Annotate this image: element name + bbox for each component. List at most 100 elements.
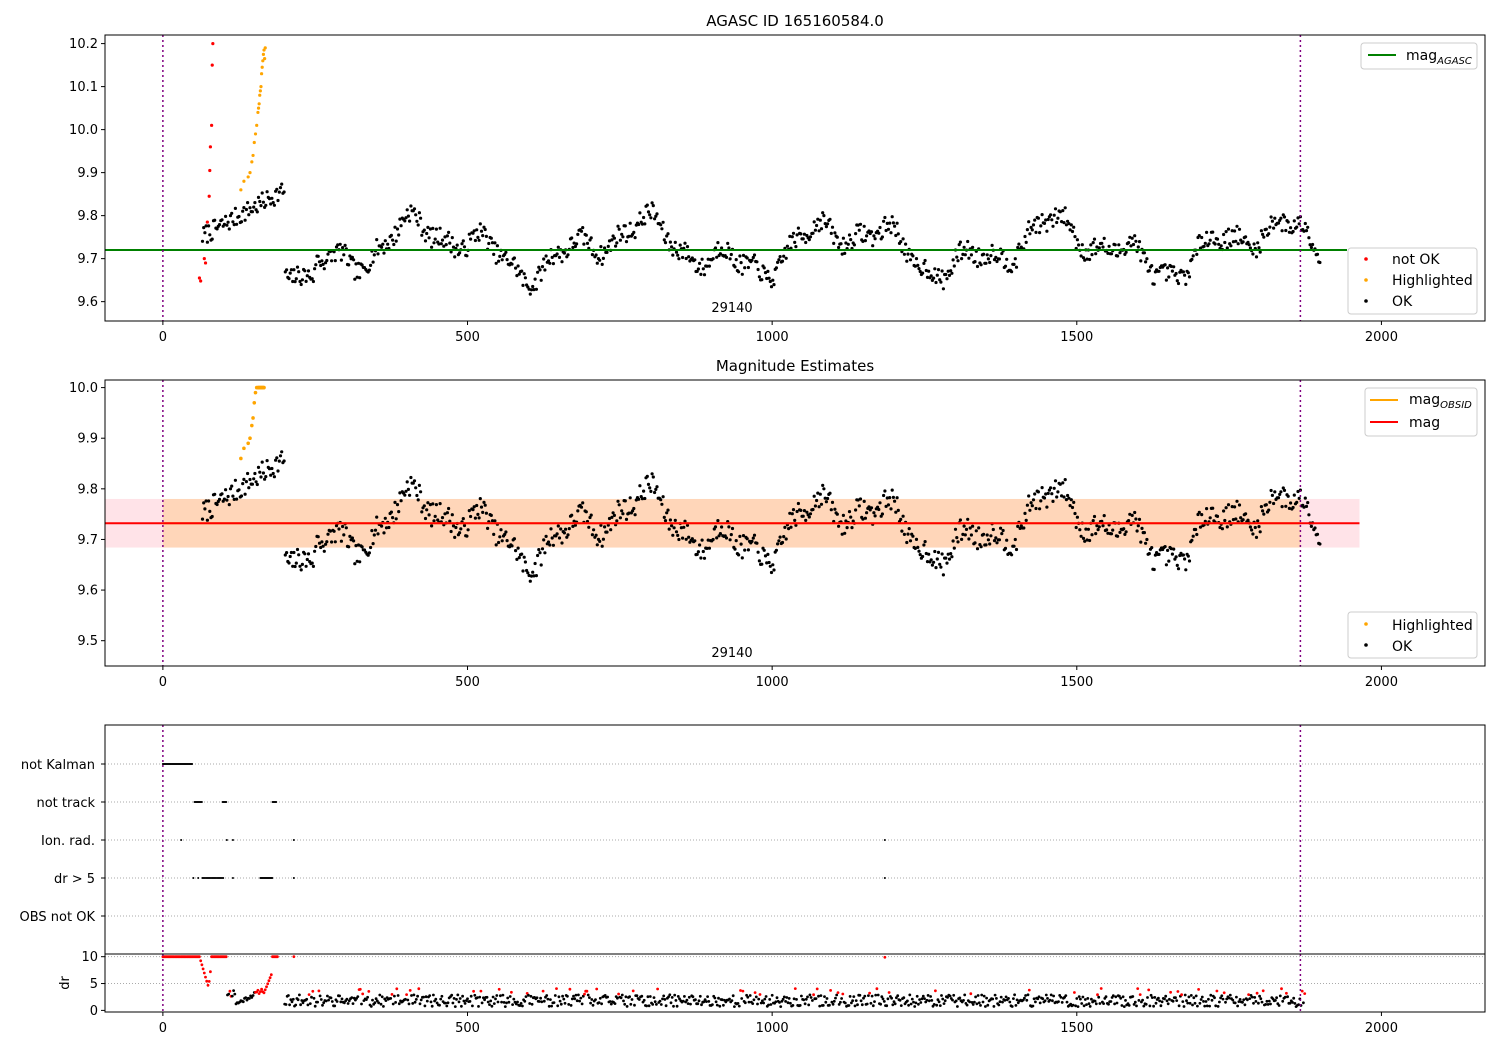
dr-point (540, 1000, 544, 1004)
dr-point (491, 995, 495, 999)
ok-point (246, 471, 250, 476)
ok-point (977, 526, 981, 530)
ok-point (807, 515, 811, 519)
ok-point (951, 539, 955, 543)
ok-point (935, 557, 939, 561)
ok-point (350, 255, 354, 259)
dr-point (358, 987, 362, 991)
ok-point (882, 493, 886, 498)
dr-point (566, 994, 569, 998)
ok-point (478, 222, 482, 226)
ok-point (1136, 245, 1140, 249)
dr-point (287, 994, 290, 997)
dr-point (736, 1002, 740, 1005)
dr-point (619, 996, 623, 1000)
ok-point (403, 219, 407, 223)
ok-point (933, 267, 937, 271)
dr-point (923, 997, 926, 1000)
ok-point (637, 497, 641, 501)
dr-point (451, 1001, 455, 1005)
ok-point (740, 272, 744, 276)
dr-point (804, 997, 808, 1001)
dr-point (1303, 992, 1307, 995)
ok-point (947, 557, 952, 561)
dr-point (1080, 1002, 1084, 1005)
panel4-ytick-label: 10 (81, 950, 98, 965)
dr-point (589, 1001, 592, 1005)
ok-point (1170, 269, 1174, 273)
dr-point (728, 997, 731, 1001)
ok-point (673, 240, 677, 244)
ok-point (982, 252, 986, 256)
ok-point (353, 277, 357, 281)
ok-point (765, 276, 769, 281)
ok-point (510, 262, 514, 266)
ok-point (1072, 225, 1076, 229)
ok-point (695, 552, 699, 557)
ok-point (646, 210, 651, 214)
dr-point (581, 994, 585, 998)
ok-point (1318, 542, 1322, 546)
ok-point (443, 235, 447, 239)
dr-point (786, 1001, 790, 1005)
panel2-ytick-label: 9.5 (77, 634, 98, 649)
ok-point (973, 260, 977, 264)
ok-point (1072, 500, 1076, 504)
ok-point (1224, 506, 1228, 510)
ok-point (1297, 222, 1301, 226)
ok-point (962, 245, 966, 249)
dr-point (686, 1002, 690, 1005)
ok-point (757, 559, 762, 563)
dr-point (1269, 1002, 1272, 1006)
ok-point (313, 267, 317, 271)
ok-point (743, 266, 747, 270)
dr-point (429, 1000, 433, 1004)
ok-point (261, 200, 265, 204)
dr-point (546, 997, 550, 1001)
dr-point (318, 994, 322, 998)
ok-point (1181, 270, 1185, 274)
ok-point (1217, 242, 1221, 246)
dr-point (882, 1000, 886, 1003)
ok-point (445, 234, 449, 238)
dr-point (775, 996, 779, 1000)
ok-point (479, 505, 484, 509)
ok-point (276, 469, 280, 473)
dr-point (232, 989, 236, 992)
dr-point (821, 1004, 825, 1007)
dr-point (871, 1004, 875, 1008)
ok-point (1083, 539, 1087, 543)
dr-point (1133, 1000, 1137, 1004)
ok-point (1137, 240, 1142, 244)
ok-point (811, 507, 815, 512)
dr-point (768, 998, 772, 1001)
ok-point (528, 292, 532, 296)
ok-point (1073, 235, 1077, 239)
dr-point (1302, 1001, 1305, 1005)
dr-point (1076, 1005, 1080, 1008)
ok-point (628, 221, 632, 225)
ok-point (1234, 517, 1238, 521)
ok-point (523, 276, 528, 280)
dr-point (1255, 991, 1259, 995)
ok-point (434, 503, 438, 507)
dr-point (1075, 997, 1079, 1000)
dr-point (1261, 989, 1265, 993)
ok-point (750, 539, 754, 544)
ok-point (886, 227, 891, 231)
flag-point (225, 839, 228, 841)
dr-point (251, 994, 255, 997)
dr-point (921, 994, 925, 998)
dr-point (761, 999, 764, 1003)
ok-point (824, 500, 829, 504)
dr-point (585, 989, 589, 993)
ok-point (819, 227, 824, 231)
dr-point (811, 999, 814, 1002)
ok-point (299, 568, 303, 572)
ok-point (990, 243, 994, 247)
dr-point (865, 1002, 869, 1006)
ok-point (952, 264, 956, 268)
ok-point (738, 534, 742, 539)
ok-point (1150, 546, 1154, 550)
